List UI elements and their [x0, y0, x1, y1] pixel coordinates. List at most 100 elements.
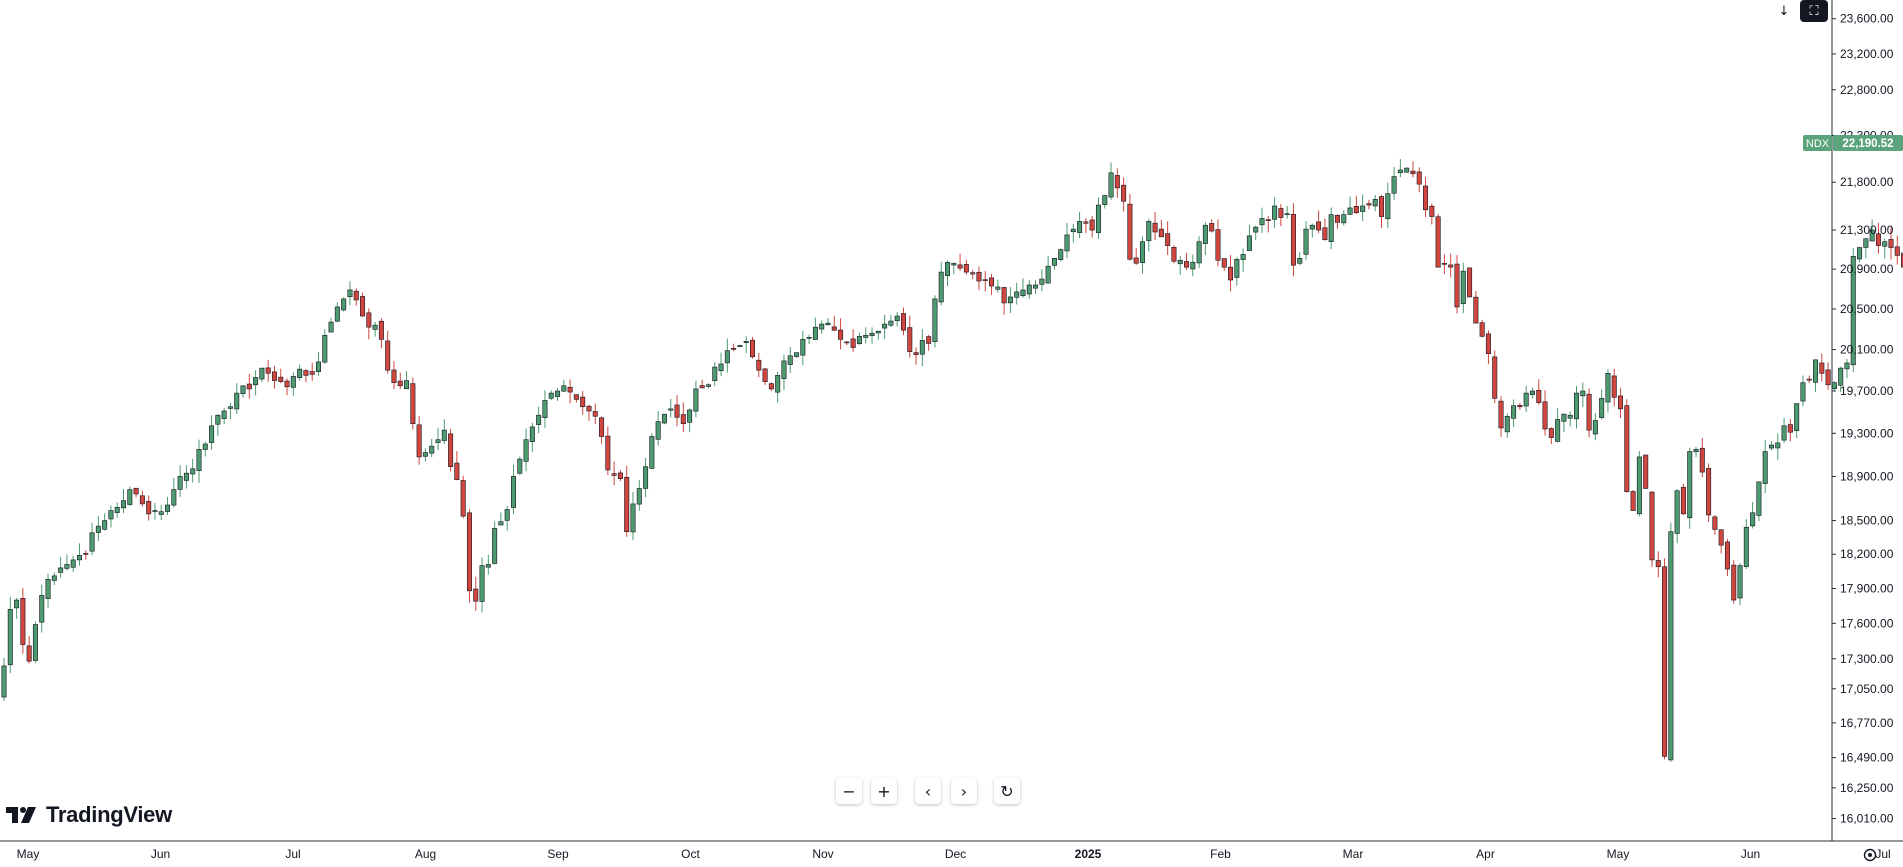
candle-up [1580, 390, 1586, 397]
candle-down [957, 264, 963, 269]
candle-down [982, 279, 988, 281]
candle-down [466, 512, 472, 592]
candle-up [649, 436, 655, 469]
price-tick-label: 20,500.00 [1840, 302, 1894, 316]
candle-up [1196, 241, 1202, 264]
candle-up [888, 320, 894, 326]
candle-down [265, 367, 271, 374]
price-tick-label: 16,010.00 [1840, 811, 1894, 825]
scroll-left-button[interactable]: ‹ [915, 778, 941, 804]
candle-up [919, 340, 925, 355]
candle-up [1007, 296, 1013, 304]
candle-down [580, 396, 586, 408]
candle-down [1649, 491, 1655, 561]
price-axis[interactable]: 23,600.0023,200.0022,800.0022,300.0021,8… [1832, 12, 1894, 826]
candle-up [221, 410, 227, 419]
candle-down [1706, 468, 1712, 516]
candle-up [334, 306, 340, 322]
download-button[interactable]: ↓ [1770, 0, 1798, 22]
candle-up [1190, 261, 1196, 270]
candle-down [303, 370, 309, 376]
candle-up [894, 315, 900, 322]
download-icon: ↓ [1778, 3, 1790, 19]
candle-down [1114, 175, 1120, 189]
candle-up [95, 525, 101, 533]
price-tick-label: 19,700.00 [1840, 384, 1894, 398]
candle-down [1888, 239, 1894, 248]
price-tick-label: 22,800.00 [1840, 83, 1894, 97]
time-axis[interactable]: May Jun Jul Aug Sep Oct Nov Dec 2025 Feb Mar Apr May… [17, 847, 1891, 861]
candle-up [108, 510, 114, 520]
price-tick-label: 21,300.00 [1840, 223, 1894, 237]
candle-up [1599, 398, 1605, 419]
candle-up [1800, 382, 1806, 402]
candle-down [1416, 171, 1422, 185]
candle-up [1045, 265, 1051, 284]
candle-down [1875, 233, 1881, 246]
candle-down [1467, 267, 1473, 298]
candle-up [800, 339, 806, 356]
candle-down [284, 380, 290, 388]
candle-up [1202, 224, 1208, 244]
candle-up [498, 521, 504, 526]
price-tick-label: 17,900.00 [1840, 582, 1894, 596]
settings-icon[interactable] [1863, 848, 1877, 862]
candle-up [1567, 414, 1573, 419]
candle-up [1397, 169, 1403, 174]
tradingview-logo[interactable]: TradingView [6, 802, 172, 828]
zoom-in-button[interactable]: + [871, 778, 897, 804]
candle-down [353, 290, 359, 301]
candle-up [555, 390, 561, 397]
candle-down [1819, 362, 1825, 374]
candle-up [548, 392, 554, 399]
candle-up [1020, 289, 1026, 297]
candle-up [404, 380, 410, 390]
candle-up [724, 350, 730, 364]
candle-up [1794, 403, 1800, 431]
candle-up [102, 520, 108, 530]
price-tick-label: 19,300.00 [1840, 426, 1894, 440]
candle-down [756, 359, 762, 371]
candle-down [1089, 219, 1095, 231]
candle-down [989, 277, 995, 287]
candle-up [1360, 205, 1366, 212]
candle-down [624, 476, 630, 533]
price-tick-label: 18,500.00 [1840, 514, 1894, 528]
candle-up [121, 500, 127, 509]
candle-up [825, 322, 831, 326]
candle-up [347, 289, 353, 298]
candle-down [1316, 221, 1322, 231]
candle-up [89, 532, 95, 552]
candle-down [1498, 400, 1504, 429]
candle-up [737, 345, 743, 348]
candle-down [1630, 491, 1636, 511]
scroll-right-button[interactable]: › [951, 778, 977, 804]
candle-up [1108, 172, 1114, 198]
candle-down [573, 394, 579, 400]
candle-up [655, 421, 661, 440]
candles-layer [1, 159, 1903, 763]
candle-up [322, 334, 328, 363]
candle-up [882, 323, 888, 329]
candle-up [1070, 228, 1076, 233]
candle-up [630, 503, 636, 533]
candle-down [1586, 393, 1592, 431]
candle-down [1133, 257, 1139, 264]
symbol-badge [1803, 135, 1832, 151]
candle-up [328, 321, 334, 333]
time-tick-label: Nov [812, 847, 833, 861]
fullscreen-icon: ⛶ [1809, 3, 1819, 19]
reset-chart-button[interactable]: ↻ [994, 778, 1020, 804]
logo-text: TradingView [46, 802, 172, 827]
candle-down [1165, 233, 1171, 246]
candle-down [611, 473, 617, 476]
candle-up [1077, 221, 1083, 233]
zoom-out-button[interactable]: − [836, 778, 862, 804]
candle-down [1448, 264, 1454, 268]
candle-up [1762, 451, 1768, 484]
time-tick-label: Sep [547, 847, 569, 861]
fullscreen-button[interactable]: ⛶ [1800, 0, 1828, 22]
candle-up [1095, 204, 1101, 233]
candle-down [20, 598, 26, 645]
